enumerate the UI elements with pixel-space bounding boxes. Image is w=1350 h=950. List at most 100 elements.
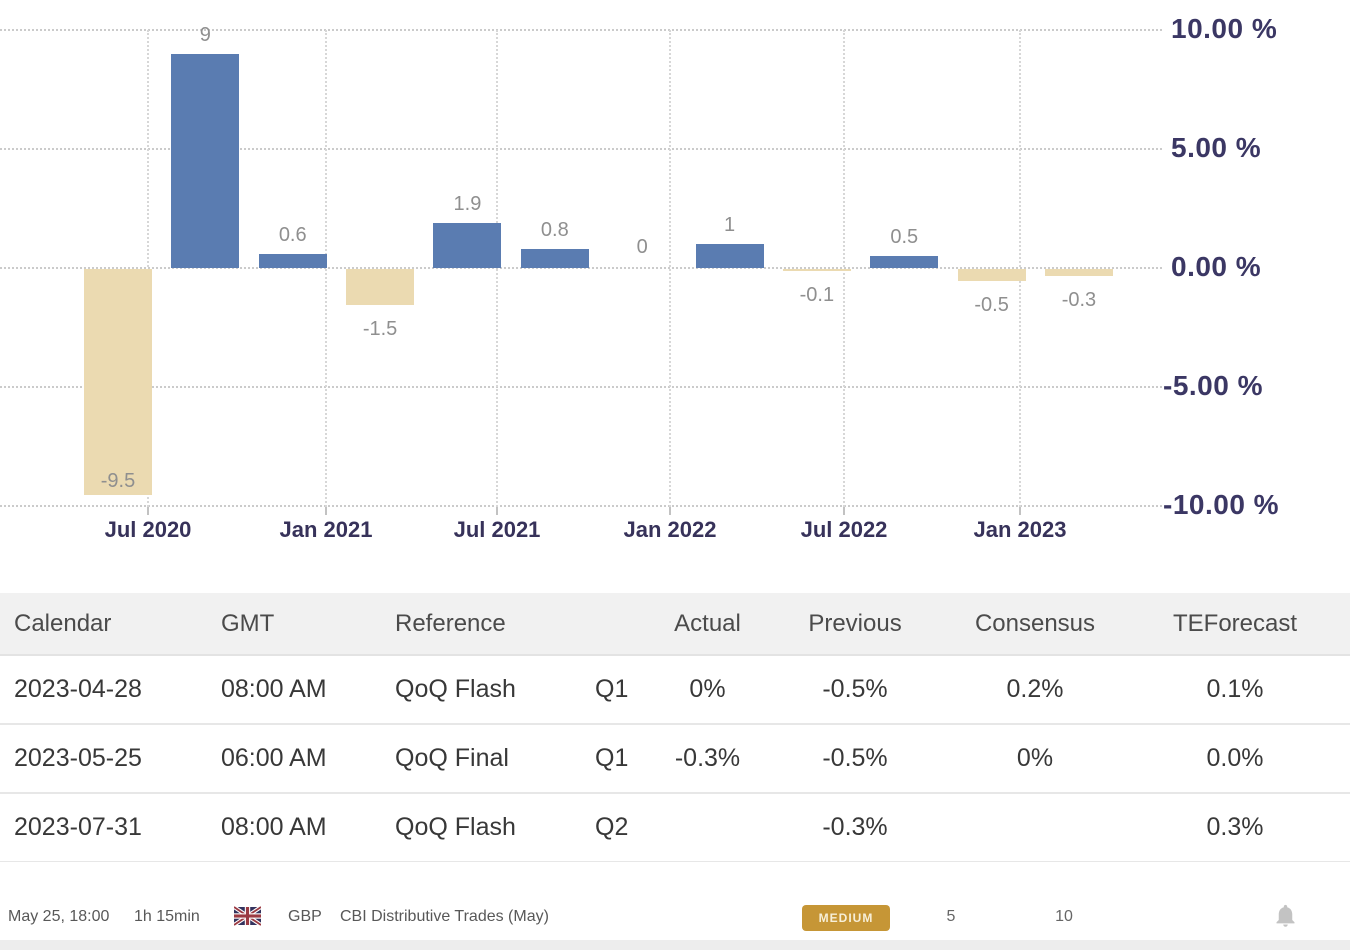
bar-value-label: -1.5 — [362, 317, 398, 340]
x-axis-label: Jul 2022 — [800, 517, 888, 542]
event-title: CBI Distributive Trades (May) — [340, 908, 549, 925]
x-axis-label: Jan 2023 — [973, 517, 1067, 542]
x-axis-tick — [496, 507, 498, 515]
bar[interactable] — [695, 244, 764, 268]
bar[interactable] — [1044, 269, 1113, 277]
cell-calendar: 2023-04-28 — [0, 655, 205, 725]
x-gridline — [1019, 30, 1021, 507]
bar[interactable] — [258, 253, 327, 268]
bar[interactable] — [433, 222, 502, 268]
cell-actual: 0% — [655, 655, 760, 725]
bar[interactable] — [520, 248, 589, 268]
bar[interactable] — [957, 269, 1026, 281]
bar[interactable] — [84, 269, 152, 496]
calendar-table: Calendar GMT Reference Actual Previous Consen… — [0, 593, 1350, 863]
table-row[interactable]: 2023-05-25 06:00 AM QoQ Final Q1 -0.3% -0.5% 0… — [0, 724, 1350, 794]
x-axis-label: Jul 2020 — [104, 517, 192, 542]
y-axis-label: 5.00 % — [1171, 132, 1262, 163]
x-axis-label: Jan 2022 — [623, 517, 717, 542]
calendar-table-body: 2023-04-28 08:00 AM QoQ Flash Q1 0% -0.5% 0.2%… — [0, 655, 1350, 863]
cell-teforecast: 0.1% — [1120, 655, 1350, 725]
bar-value-label: 1.9 — [453, 192, 482, 215]
bar-value-label: -0.1 — [799, 284, 835, 307]
column-header-calendar: Calendar — [0, 593, 205, 656]
bar-chart: 10.00 % 5.00 % 0.00 % -5.00 % -10.00 % Jul 20… — [0, 13, 1280, 542]
y-gridline — [0, 505, 1162, 507]
x-axis-label: Jan 2021 — [279, 517, 373, 542]
cell-reference: QoQ Flash — [377, 655, 577, 725]
calendar-event-row[interactable]: May 25, 18:00 1h 15min GBP CBI Distribut… — [0, 862, 1350, 940]
cell-consensus: 0.2% — [950, 655, 1120, 725]
cell-consensus — [950, 793, 1120, 863]
cell-actual — [655, 793, 760, 863]
cell-calendar: 2023-07-31 — [0, 793, 205, 863]
y-gridline — [0, 386, 1162, 388]
bar[interactable] — [870, 256, 939, 268]
column-header-reference: Reference — [377, 593, 577, 656]
x-gridline — [147, 30, 149, 507]
x-gridline — [843, 30, 845, 507]
uk-flag-svg — [232, 905, 263, 927]
bar-value-label: -9.5 — [100, 470, 136, 493]
bar-value-label: 0.6 — [278, 223, 307, 246]
column-header-consensus: Consensus — [950, 593, 1120, 656]
x-axis-tick — [325, 507, 327, 515]
cell-teforecast: 0.3% — [1120, 793, 1350, 863]
y-gridline — [0, 29, 1162, 31]
column-header-previous: Previous — [760, 593, 950, 656]
cell-gmt: 08:00 AM — [205, 793, 377, 863]
bell-svg — [1276, 904, 1295, 927]
x-gridline — [669, 30, 671, 507]
bar[interactable] — [346, 269, 415, 305]
column-header-actual: Actual — [655, 593, 760, 656]
bar-value-label: 1 — [723, 214, 736, 237]
cell-quarter: Q2 — [577, 793, 655, 863]
bar-value-label: 0.5 — [890, 226, 919, 249]
y-axis-label: 0.00 % — [1171, 251, 1262, 282]
bell-icon[interactable] — [1272, 902, 1299, 929]
bar-value-label: 9 — [199, 23, 211, 46]
cell-consensus: 0% — [950, 724, 1120, 794]
bar-value-label: 0 — [636, 236, 648, 258]
cell-reference: QoQ Final — [377, 724, 577, 794]
y-gridline — [0, 148, 1162, 150]
table-row[interactable]: 2023-04-28 08:00 AM QoQ Flash Q1 0% -0.5% 0.2%… — [0, 655, 1350, 725]
table-header-row: Calendar GMT Reference Actual Previous Consen… — [0, 593, 1350, 656]
calendar-table-header: Calendar GMT Reference Actual Previous Consen… — [0, 593, 1350, 656]
currency-label: GBP — [288, 908, 322, 925]
cell-quarter: Q1 — [577, 724, 655, 794]
cell-previous: -0.5% — [760, 724, 950, 794]
cell-teforecast: 0.0% — [1120, 724, 1350, 794]
column-header-teforecast: TEForecast — [1120, 593, 1350, 656]
cell-previous: -0.3% — [760, 793, 950, 863]
cell-previous: -0.5% — [760, 655, 950, 725]
x-gridline — [496, 30, 498, 507]
footer-stat-2: 10 — [1055, 908, 1073, 925]
x-axis-tick — [669, 507, 671, 515]
y-gridline — [0, 267, 1162, 269]
x-axis-tick — [147, 507, 149, 515]
x-axis-label: Jul 2021 — [453, 517, 541, 542]
column-header-gmt: GMT — [205, 593, 377, 656]
cell-reference: QoQ Flash — [377, 793, 577, 863]
cell-gmt: 08:00 AM — [205, 655, 377, 725]
x-gridline — [325, 30, 327, 507]
y-axis-label: -10.00 % — [1163, 489, 1280, 520]
bar-value-label: -0.5 — [974, 293, 1009, 316]
importance-badge: MEDIUM — [802, 905, 890, 931]
cell-gmt: 06:00 AM — [205, 724, 377, 794]
cell-actual: -0.3% — [655, 724, 760, 794]
event-countdown: 1h 15min — [134, 908, 200, 925]
uk-flag-icon — [232, 905, 263, 927]
cell-calendar: 2023-05-25 — [0, 724, 205, 794]
cell-quarter: Q1 — [577, 655, 655, 725]
bottom-strip — [0, 940, 1350, 950]
y-axis-label: -5.00 % — [1163, 370, 1263, 401]
table-row[interactable]: 2023-07-31 08:00 AM QoQ Flash Q2 -0.3% 0.3% — [0, 793, 1350, 863]
footer-stat-1: 5 — [946, 908, 956, 925]
bar[interactable] — [171, 53, 240, 268]
x-axis-tick — [1019, 507, 1021, 515]
bar[interactable] — [782, 269, 851, 272]
bar-value-label: 0.8 — [540, 218, 569, 241]
bar-value-label: -0.3 — [1061, 289, 1097, 312]
